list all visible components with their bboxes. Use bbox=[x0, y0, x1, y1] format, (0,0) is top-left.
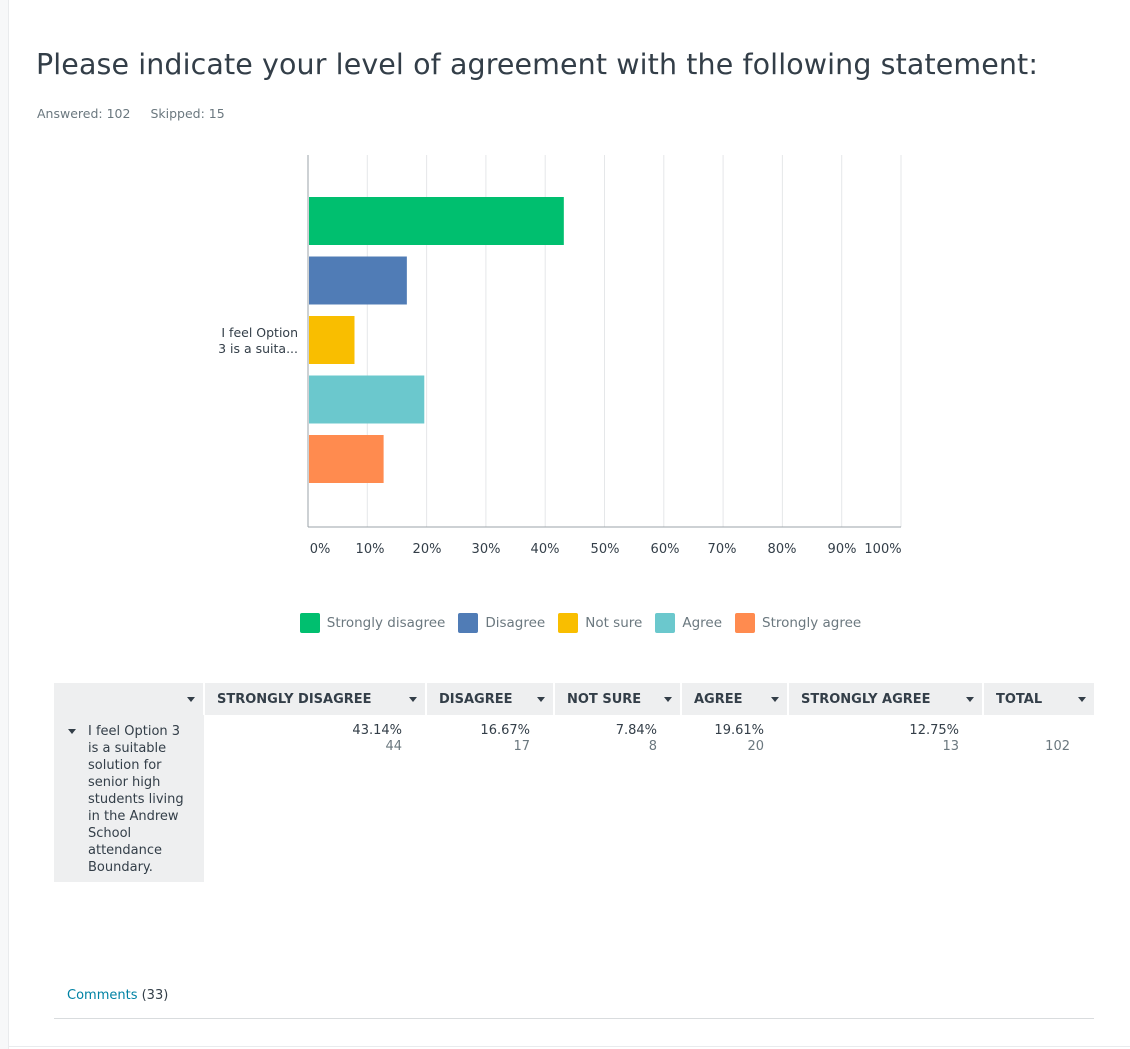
response-stats: Answered: 102 Skipped: 15 bbox=[37, 106, 225, 121]
cell-disagree: 16.67% 17 bbox=[426, 715, 554, 882]
bar-agree[interactable] bbox=[309, 375, 425, 424]
legend-item: Strongly disagree bbox=[299, 613, 446, 633]
legend-swatch bbox=[735, 613, 755, 633]
comments-divider bbox=[54, 1018, 1094, 1019]
cell-count: 13 bbox=[942, 739, 959, 754]
x-tick-label: 100% bbox=[864, 542, 901, 557]
cell-agree: 19.61% 20 bbox=[681, 715, 788, 882]
header-strongly-disagree[interactable]: STRONGLY DISAGREE bbox=[204, 683, 427, 715]
row-label-cell[interactable]: I feel Option 3 is a suitable solution f… bbox=[54, 715, 204, 882]
cell-percent: 19.61% bbox=[714, 723, 764, 738]
bottom-divider bbox=[8, 1046, 1130, 1047]
legend-item: Strongly agree bbox=[735, 613, 861, 633]
legend-swatch bbox=[299, 613, 320, 633]
chart-bars bbox=[309, 197, 564, 483]
cell-total: 102 bbox=[1045, 739, 1070, 754]
chart-axes bbox=[307, 155, 901, 528]
comments-count: (33) bbox=[141, 988, 169, 1003]
legend-swatch bbox=[458, 613, 479, 633]
cell-percent: 43.14% bbox=[352, 723, 402, 738]
x-tick-label: 30% bbox=[472, 542, 501, 557]
chevron-down-icon bbox=[187, 696, 195, 702]
legend-swatch bbox=[558, 613, 579, 633]
x-tick-label: 90% bbox=[828, 542, 857, 557]
chevron-down-icon bbox=[1078, 696, 1086, 702]
x-tick-label: 80% bbox=[768, 542, 797, 557]
legend-item: Disagree bbox=[458, 613, 545, 633]
header-corner[interactable] bbox=[54, 683, 205, 715]
legend-item: Agree bbox=[655, 613, 722, 633]
cell-count: 44 bbox=[385, 739, 402, 754]
comments-link[interactable]: Comments bbox=[67, 988, 138, 1003]
header-strongly-agree[interactable]: STRONGLY AGREE bbox=[788, 683, 984, 715]
cell-count: 20 bbox=[747, 739, 764, 754]
skipped-count: Skipped: 15 bbox=[150, 106, 225, 121]
bar-disagree[interactable] bbox=[309, 256, 407, 305]
answered-count: Answered: 102 bbox=[37, 106, 131, 121]
cell-strongly-disagree: 43.14% 44 bbox=[204, 715, 426, 882]
header-not-sure[interactable]: NOT SURE bbox=[554, 683, 682, 715]
cell-count: 17 bbox=[513, 739, 530, 754]
table-header-row: STRONGLY DISAGREE DISAGREE NOT SURE AGRE… bbox=[54, 683, 1094, 715]
legend-label: Not sure bbox=[585, 615, 643, 631]
bar-chart: 0% 10% 20% 30% 40% 50% 60% 70% 80% 90% 100% I feel … bbox=[218, 155, 902, 557]
legend-swatch bbox=[655, 613, 676, 633]
chart-legend: Strongly disagree Disagree Not sure Agree St… bbox=[0, 610, 1130, 636]
x-tick-label: 20% bbox=[413, 542, 442, 557]
bar-strongly-agree[interactable] bbox=[309, 435, 384, 483]
x-tick-label: 0% bbox=[310, 542, 331, 557]
chart-labels: 0% 10% 20% 30% 40% 50% 60% 70% 80% 90% 100% I feel … bbox=[218, 325, 902, 557]
chevron-down-icon bbox=[664, 696, 672, 702]
x-tick-label: 10% bbox=[356, 542, 385, 557]
x-tick-label: 50% bbox=[591, 542, 620, 557]
table-row: I feel Option 3 is a suitable solution f… bbox=[54, 715, 1094, 882]
cell-percent: 7.84% bbox=[615, 723, 657, 738]
chevron-down-icon bbox=[966, 696, 974, 702]
cell-percent: 16.67% bbox=[480, 723, 530, 738]
header-agree[interactable]: AGREE bbox=[681, 683, 789, 715]
bar-strongly-disagree[interactable] bbox=[309, 197, 564, 245]
cell-count: 8 bbox=[648, 739, 657, 754]
chevron-down-icon bbox=[537, 696, 545, 702]
row-label-text: I feel Option 3 is a suitable solution f… bbox=[88, 724, 184, 875]
comments-area: Comments (33) bbox=[67, 988, 168, 1003]
x-tick-label: 70% bbox=[708, 542, 737, 557]
legend-label: Strongly disagree bbox=[326, 615, 446, 631]
category-label: 3 is a suita... bbox=[218, 341, 298, 356]
expand-row-icon[interactable] bbox=[68, 729, 76, 734]
cell-strongly-agree: 12.75% 13 bbox=[788, 715, 983, 882]
category-label: I feel Option bbox=[221, 325, 298, 340]
left-rail bbox=[0, 0, 9, 1049]
results-table: STRONGLY DISAGREE DISAGREE NOT SURE AGRE… bbox=[54, 683, 1094, 882]
question-title: Please indicate your level of agreement … bbox=[36, 48, 1039, 81]
chevron-down-icon bbox=[409, 696, 417, 702]
legend-item: Not sure bbox=[558, 613, 642, 633]
x-tick-label: 60% bbox=[651, 542, 680, 557]
legend-label: Strongly agree bbox=[762, 615, 862, 631]
cell-not-sure: 7.84% 8 bbox=[554, 715, 681, 882]
chevron-down-icon bbox=[771, 696, 779, 702]
header-disagree[interactable]: DISAGREE bbox=[426, 683, 555, 715]
cell-percent: 12.75% bbox=[909, 723, 959, 738]
x-tick-label: 40% bbox=[531, 542, 560, 557]
header-total[interactable]: TOTAL bbox=[983, 683, 1094, 715]
bar-not-sure[interactable] bbox=[309, 316, 355, 364]
legend-label: Agree bbox=[682, 615, 722, 631]
legend-label: Disagree bbox=[485, 615, 546, 631]
